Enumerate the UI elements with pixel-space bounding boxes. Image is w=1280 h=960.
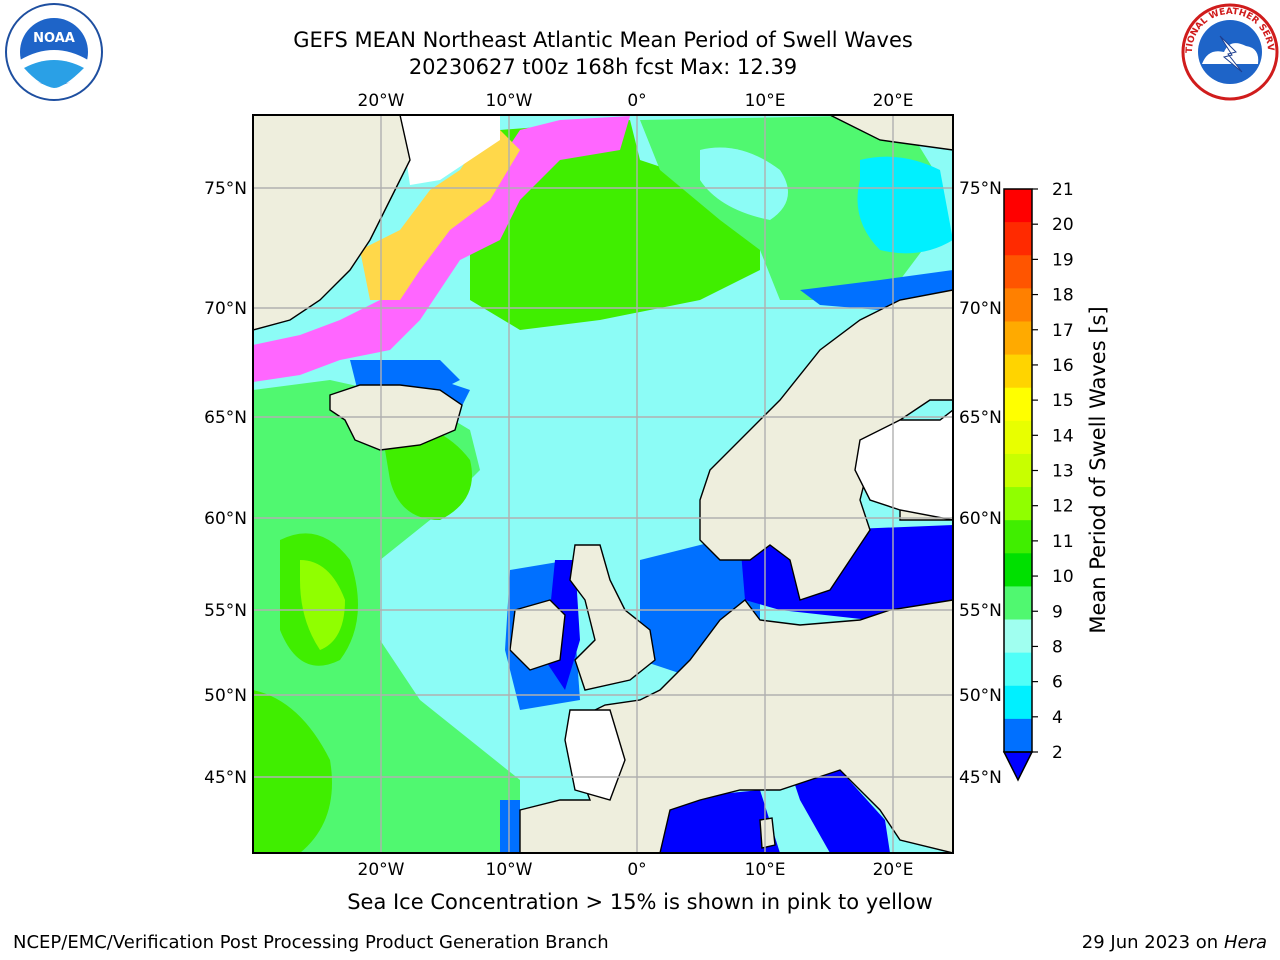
colorbar-swatch	[1004, 321, 1032, 356]
map-plot-area	[253, 115, 953, 853]
lat-tick-label: 60°N	[204, 509, 247, 529]
graticule	[253, 115, 953, 853]
colorbar-tick-label: 12	[1052, 497, 1074, 517]
nws-logo: NATIONAL WEATHER SERVICE	[1176, 0, 1280, 106]
lat-tick-label: 70°N	[204, 299, 247, 319]
colorbar-tick-label: 17	[1052, 321, 1074, 341]
colorbar-swatch	[1004, 586, 1032, 621]
colorbar-label: Mean Period of Swell Waves [s]	[1086, 306, 1110, 633]
colorbar-tick-label: 19	[1052, 250, 1074, 270]
producer-credit: NCEP/EMC/Verification Post Processing Pr…	[13, 932, 609, 953]
colorbar-tick-label: 9	[1052, 602, 1063, 622]
lon-ticks-top: 20°W 10°W 0° 10°E 20°E	[358, 91, 914, 111]
lat-tick-label: 75°N	[204, 179, 247, 199]
colorbar-swatch	[1004, 255, 1032, 289]
lon-tick-label: 20°W	[358, 860, 405, 880]
colorbar-tick-label: 20	[1052, 215, 1074, 235]
lon-tick-label: 20°E	[873, 860, 914, 880]
lat-tick-label: 50°N	[204, 686, 247, 706]
colorbar-tick-label: 14	[1052, 426, 1074, 446]
lon-tick-label: 10°E	[745, 91, 786, 111]
colorbar-swatch	[1004, 387, 1032, 422]
lon-tick-label: 10°W	[486, 91, 533, 111]
colorbar-tick-label: 6	[1052, 673, 1063, 693]
colorbar-tick-label: 2	[1052, 743, 1063, 763]
noaa-logo: NOAA	[4, 2, 104, 106]
map-frame	[252, 114, 954, 854]
colorbar-swatch	[1004, 288, 1032, 322]
colorbar-swatch	[1004, 619, 1032, 654]
land	[253, 115, 953, 853]
lat-tick-label: 70°N	[959, 299, 1002, 319]
colorbar-swatch	[1004, 685, 1032, 720]
lat-ticks-right: 75°N 70°N 65°N 60°N 55°N 50°N 45°N	[959, 179, 1002, 788]
colorbar-tick-label: 16	[1052, 356, 1074, 376]
lat-tick-label: 60°N	[959, 509, 1002, 529]
lon-tick-label: 0°	[627, 860, 646, 880]
svg-text:NOAA: NOAA	[33, 31, 75, 46]
colorbar-swatch	[1004, 354, 1032, 389]
sea-ice-note: Sea Ice Concentration > 15% is shown in …	[347, 890, 933, 914]
lon-tick-label: 10°E	[745, 860, 786, 880]
lon-ticks-bottom: 20°W 10°W 0° 10°E 20°E	[358, 860, 914, 880]
lat-tick-label: 65°N	[959, 408, 1002, 428]
colorbar-tick-label: 10	[1052, 567, 1074, 587]
swell-field	[253, 115, 953, 853]
colorbar-tick-label: 8	[1052, 637, 1063, 657]
colorbar-extend-arrow	[1002, 751, 1034, 782]
lat-tick-label: 55°N	[204, 601, 247, 621]
colorbar-swatch	[1004, 222, 1032, 256]
colorbar-swatch	[1004, 487, 1032, 521]
lat-tick-label: 65°N	[204, 408, 247, 428]
colorbar-swatch	[1004, 189, 1032, 223]
lat-tick-label: 75°N	[959, 179, 1002, 199]
colorbar-tick-label: 18	[1052, 286, 1074, 306]
lon-tick-label: 20°W	[358, 91, 405, 111]
lat-ticks-left: 75°N 70°N 65°N 60°N 55°N 50°N 45°N	[204, 179, 247, 788]
colorbar-swatch	[1004, 520, 1032, 554]
colorbar-tick-label: 15	[1052, 391, 1074, 411]
chart-title: GEFS MEAN Northeast Atlantic Mean Period…	[293, 28, 913, 52]
lat-tick-label: 50°N	[959, 686, 1002, 706]
colorbar-swatch	[1004, 652, 1032, 687]
lon-tick-label: 20°E	[873, 91, 914, 111]
colorbar-tick-label: 4	[1052, 708, 1063, 728]
host-name: Hera	[1223, 932, 1267, 953]
lat-tick-label: 45°N	[204, 768, 247, 788]
colorbar-swatch	[1004, 553, 1032, 587]
lon-tick-label: 10°W	[486, 860, 533, 880]
run-date: 29 Jun 2023 on	[1081, 932, 1219, 953]
colorbar-tick-label: 13	[1052, 462, 1074, 482]
chart-subtitle: 20230627 t00z 168h fcst Max: 12.39	[408, 55, 798, 79]
colorbar: 21 20 19 18 17 16 15 14 13 12 11 10 9 8 6 4 2	[1002, 180, 1074, 782]
colorbar-swatch	[1004, 420, 1032, 455]
run-date-credit: 29 Jun 2023 on Hera	[1082, 932, 1267, 953]
lat-tick-label: 45°N	[959, 768, 1002, 788]
colorbar-swatch	[1004, 453, 1032, 488]
lat-tick-label: 55°N	[959, 601, 1002, 621]
colorbar-tick-label: 21	[1052, 180, 1074, 200]
colorbar-tick-label: 11	[1052, 532, 1074, 552]
sea-ice	[253, 115, 630, 382]
colorbar-swatch	[1004, 718, 1032, 753]
lon-tick-label: 0°	[627, 91, 646, 111]
